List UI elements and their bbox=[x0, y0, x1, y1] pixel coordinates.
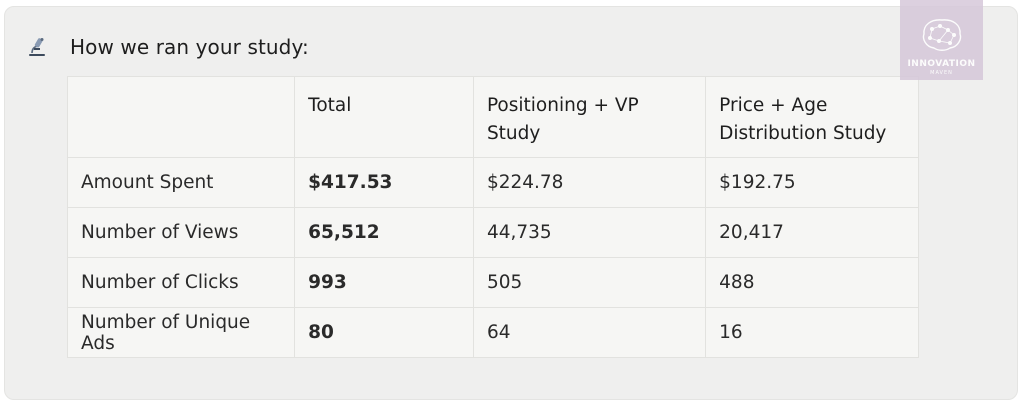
row-label: Number of Clicks bbox=[66, 257, 296, 308]
column-header-empty bbox=[66, 76, 296, 158]
page-title: How we ran your study: bbox=[70, 35, 309, 59]
price-cell: $192.75 bbox=[705, 157, 919, 208]
total-cell: 993 bbox=[294, 257, 474, 308]
column-header-total: Total bbox=[294, 76, 474, 158]
total-cell: 65,512 bbox=[294, 207, 474, 258]
brain-icon bbox=[922, 19, 961, 51]
row-label: Number of Views bbox=[66, 207, 296, 258]
study-table: Total Positioning + VP Study Price + Age… bbox=[66, 76, 919, 358]
table-row: Number of Views 65,512 44,735 20,417 bbox=[66, 207, 919, 258]
study-header: How we ran your study: bbox=[26, 32, 309, 62]
table-header-row: Total Positioning + VP Study Price + Age… bbox=[66, 76, 919, 158]
table-row: Number of Unique Ads 80 64 16 bbox=[66, 307, 919, 358]
positioning-cell: 505 bbox=[472, 257, 707, 308]
total-cell: $417.53 bbox=[294, 157, 474, 208]
price-cell: 16 bbox=[705, 307, 919, 358]
total-cell: 80 bbox=[294, 307, 474, 358]
row-label: Number of Unique Ads bbox=[66, 307, 296, 358]
column-header-positioning: Positioning + VP Study bbox=[472, 76, 707, 158]
column-header-price: Price + Age Distribution Study bbox=[705, 76, 919, 158]
microscope-icon bbox=[26, 36, 48, 58]
positioning-cell: $224.78 bbox=[472, 157, 707, 208]
table-row: Number of Clicks 993 505 488 bbox=[66, 257, 919, 308]
price-cell: 488 bbox=[705, 257, 919, 308]
row-label: Amount Spent bbox=[66, 157, 296, 208]
positioning-cell: 64 bbox=[472, 307, 707, 358]
table-row: Amount Spent $417.53 $224.78 $192.75 bbox=[66, 157, 919, 208]
watermark-subtext: MAVEN bbox=[930, 70, 953, 76]
watermark-text: INNOVATION bbox=[907, 59, 976, 69]
price-cell: 20,417 bbox=[705, 207, 919, 258]
watermark-logo: INNOVATION MAVEN bbox=[900, 0, 983, 80]
positioning-cell: 44,735 bbox=[472, 207, 707, 258]
